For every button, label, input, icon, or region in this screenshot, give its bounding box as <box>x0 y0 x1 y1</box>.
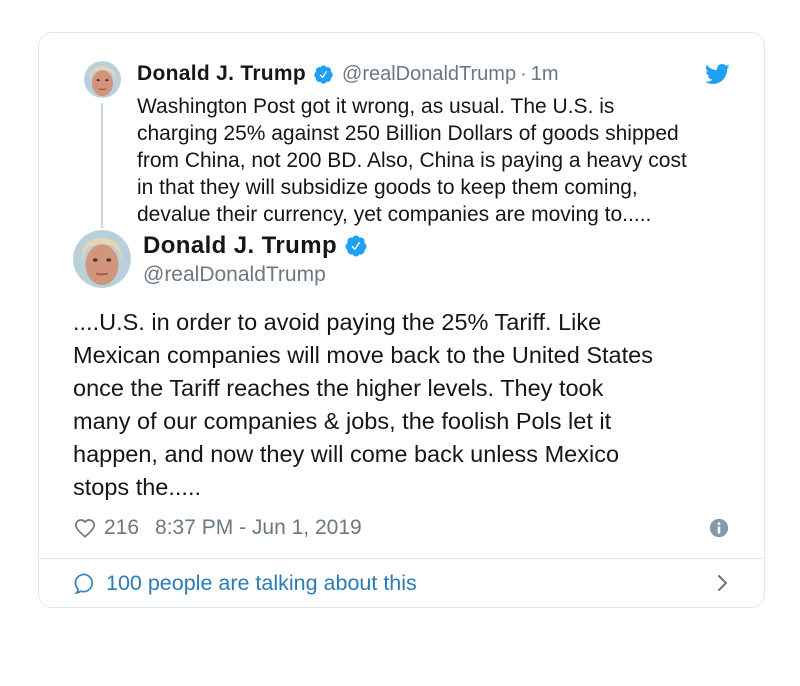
author-handle[interactable]: @realDonaldTrump <box>342 62 517 85</box>
parent-tweet-meta: @realDonaldTrump · 1m <box>342 63 559 86</box>
info-icon[interactable] <box>708 517 730 539</box>
tweet-footer: 216 8:37 PM - Jun 1, 2019 <box>73 516 730 558</box>
main-tweet-text: ....U.S. in order to avoid paying the 25… <box>73 309 653 500</box>
author-name[interactable]: Donald J. Trump <box>143 231 338 259</box>
embedded-tweet-card: Donald J. Trump @realDonaldTrump · 1m <box>38 32 765 608</box>
conversation-link[interactable]: 100 people are talking about this <box>39 559 764 607</box>
parent-tweet-header: Donald J. Trump @realDonaldTrump · 1m <box>137 61 730 87</box>
tweet-timestamp[interactable]: 8:37 PM - Jun 1, 2019 <box>155 516 362 539</box>
avatar[interactable] <box>83 61 121 98</box>
avatar[interactable] <box>73 230 131 288</box>
tweet-time-ago[interactable]: 1m <box>530 62 559 85</box>
main-author-block: Donald J. Trump @realDonaldTrump <box>131 232 368 287</box>
card-content: Donald J. Trump @realDonaldTrump · 1m <box>39 33 764 558</box>
twitter-bird-icon[interactable] <box>704 61 730 87</box>
parent-tweet: Donald J. Trump @realDonaldTrump · 1m <box>73 61 730 228</box>
avatar-image <box>73 230 131 288</box>
heart-icon <box>73 516 97 540</box>
speech-bubble-icon <box>71 571 96 596</box>
verified-badge-icon[interactable] <box>313 64 334 85</box>
thread-connector-line <box>101 103 103 228</box>
avatar-image <box>83 61 121 98</box>
verified-badge-icon[interactable] <box>344 234 368 258</box>
author-name[interactable]: Donald J. Trump <box>137 62 307 85</box>
parent-tweet-content: Donald J. Trump @realDonaldTrump · 1m <box>131 61 730 228</box>
main-author-name-row: Donald J. Trump <box>143 232 368 260</box>
like-stat[interactable]: 216 <box>73 516 139 540</box>
parent-tweet-text: Washington Post got it wrong, as usual. … <box>137 95 687 226</box>
conversation-label: 100 people are talking about this <box>106 570 417 595</box>
thread-avatar-column <box>73 61 131 228</box>
meta-separator: · <box>520 62 527 85</box>
chevron-right-icon <box>710 571 734 595</box>
main-tweet-header: Donald J. Trump @realDonaldTrump <box>73 230 730 288</box>
like-count: 216 <box>104 516 140 539</box>
card-divider <box>39 558 764 559</box>
author-handle[interactable]: @realDonaldTrump <box>143 262 326 286</box>
